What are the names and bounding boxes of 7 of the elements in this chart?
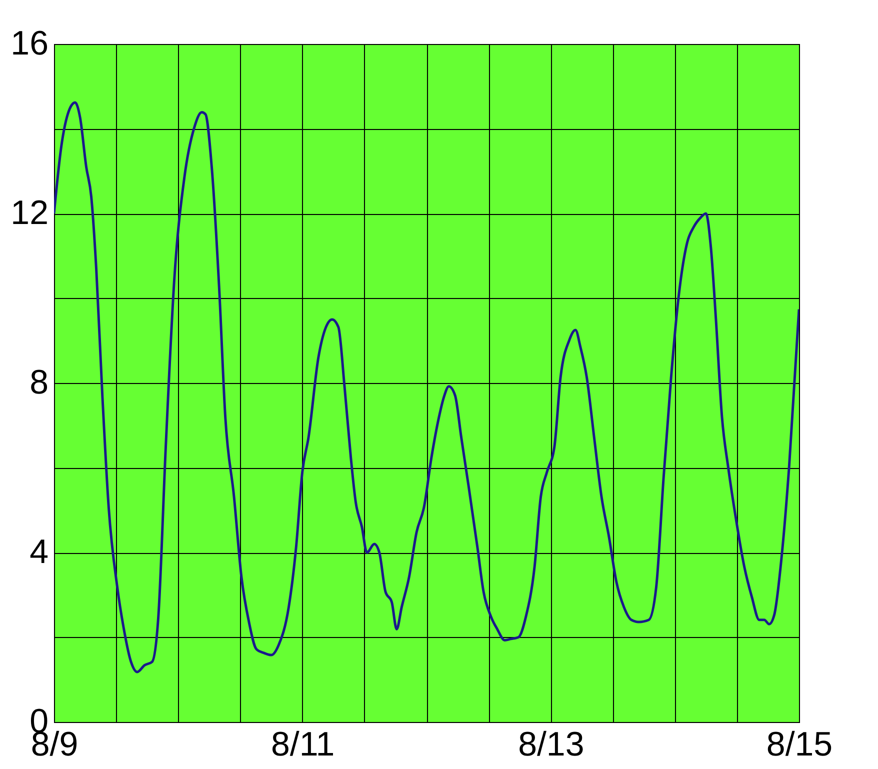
y-tick-label: 8: [30, 364, 48, 402]
y-tick-label: 16: [10, 24, 48, 62]
x-tick-label: 8/15: [766, 726, 833, 764]
y-tick-label: 12: [10, 194, 48, 232]
y-tick-label: 4: [30, 533, 48, 571]
x-tick-label: 8/13: [518, 726, 584, 764]
x-tick-label: 8/11: [271, 726, 335, 764]
